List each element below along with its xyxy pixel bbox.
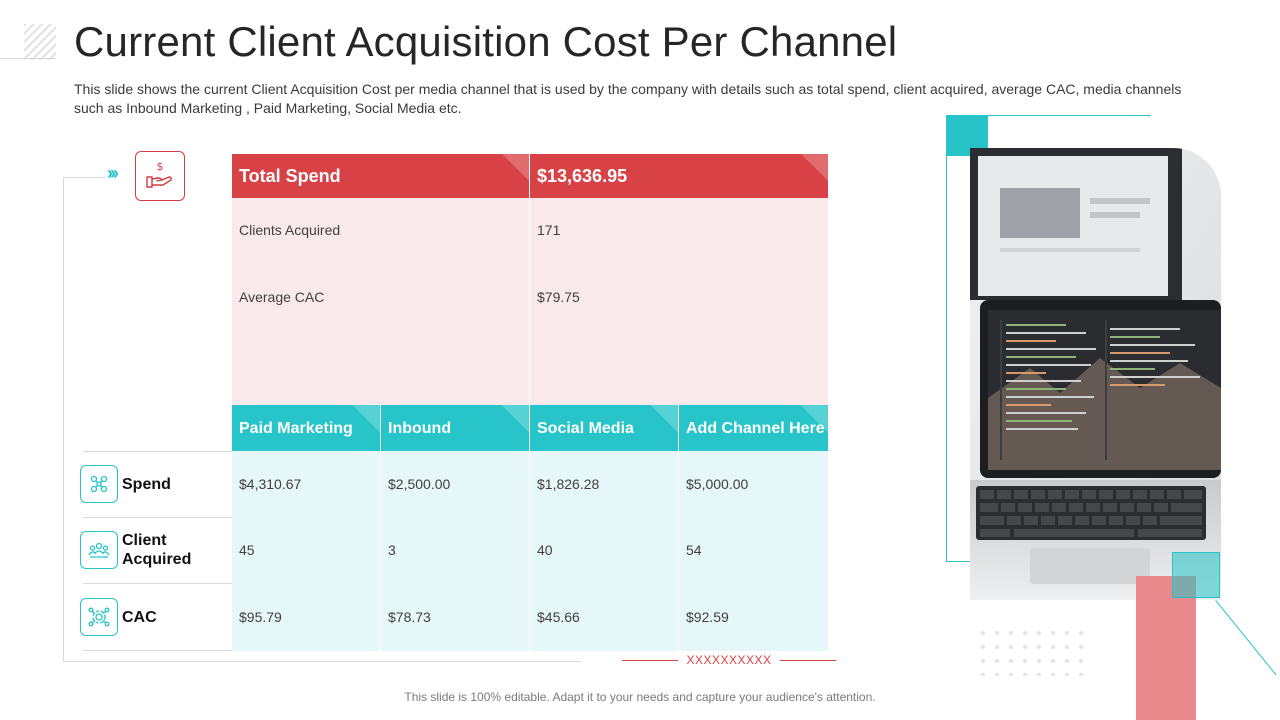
column-divider xyxy=(678,405,679,651)
row-label-text: Client Acquired xyxy=(122,532,192,568)
decorative-line xyxy=(1215,600,1277,676)
frame-line-top xyxy=(63,177,105,178)
average-cac-label: Average CAC xyxy=(239,289,325,305)
decorative-bar xyxy=(1136,576,1196,720)
clients-acquired-label: Clients Acquired xyxy=(239,222,341,238)
row-separator xyxy=(83,517,232,518)
row-separator xyxy=(83,650,232,651)
table-cell: $78.73 xyxy=(388,609,431,625)
column-divider xyxy=(380,405,381,651)
decorative-line xyxy=(946,561,972,562)
row-label-client-acquired: Client Acquired xyxy=(80,517,232,583)
placeholder-marker-text: XXXXXXXXXX xyxy=(686,653,772,667)
row-label-text: Spend xyxy=(122,475,171,493)
decorative-hatch xyxy=(24,24,56,60)
channel-header-inbound: Inbound xyxy=(381,405,529,451)
table-cell: $2,500.00 xyxy=(388,476,451,492)
row-label-spend: Spend xyxy=(80,451,232,517)
table-cell: 3 xyxy=(388,542,396,558)
decorative-line xyxy=(946,115,1151,116)
channel-header-add-channel: Add Channel Here xyxy=(679,405,828,451)
table-cell: $45.66 xyxy=(537,609,580,625)
footer-note: This slide is 100% editable. Adapt it to… xyxy=(404,690,876,704)
svg-text:$: $ xyxy=(157,160,164,173)
chevrons-right-icon: ››› xyxy=(107,163,119,183)
laptop-photo xyxy=(970,148,1221,600)
table-cell: $95.79 xyxy=(239,609,282,625)
placeholder-marker: XXXXXXXXXX xyxy=(622,653,837,667)
table-cell: 40 xyxy=(537,542,553,558)
average-cac-value: $79.75 xyxy=(537,289,580,305)
table-cell: 54 xyxy=(686,542,702,558)
channel-header-paid-marketing: Paid Marketing xyxy=(232,405,380,451)
hand-dollar-icon: $ xyxy=(135,151,185,201)
decorative-line xyxy=(946,115,947,562)
channel-table xyxy=(232,451,828,651)
users-icon xyxy=(80,531,118,569)
network-icon xyxy=(80,465,118,503)
table-cell: $92.59 xyxy=(686,609,729,625)
decorative-square xyxy=(1172,552,1220,598)
table-cell: $4,310.67 xyxy=(239,476,302,492)
gear-network-icon xyxy=(80,598,118,636)
row-label-cac: CAC xyxy=(80,584,232,650)
decorative-line xyxy=(0,58,56,59)
channel-header-social-media: Social Media xyxy=(530,405,678,451)
frame-line-bottom xyxy=(63,661,581,662)
decorative-dots xyxy=(976,626,1086,676)
total-spend-label: Total Spend xyxy=(232,154,529,198)
total-spend-value: $13,636.95 xyxy=(530,154,828,198)
table-cell: $1,826.28 xyxy=(537,476,600,492)
slide-subtitle: This slide shows the current Client Acqu… xyxy=(74,81,1182,116)
clients-acquired-value: 171 xyxy=(537,222,561,238)
column-divider xyxy=(529,154,530,405)
row-separator xyxy=(83,451,232,452)
summary-panel xyxy=(232,198,828,405)
row-separator xyxy=(83,583,232,584)
slide-title: Current Client Acquisition Cost Per Chan… xyxy=(74,18,898,65)
column-divider xyxy=(529,405,530,651)
row-label-text: CAC xyxy=(122,608,157,626)
table-cell: 45 xyxy=(239,542,255,558)
frame-line-left xyxy=(63,177,64,661)
table-cell: $5,000.00 xyxy=(686,476,749,492)
